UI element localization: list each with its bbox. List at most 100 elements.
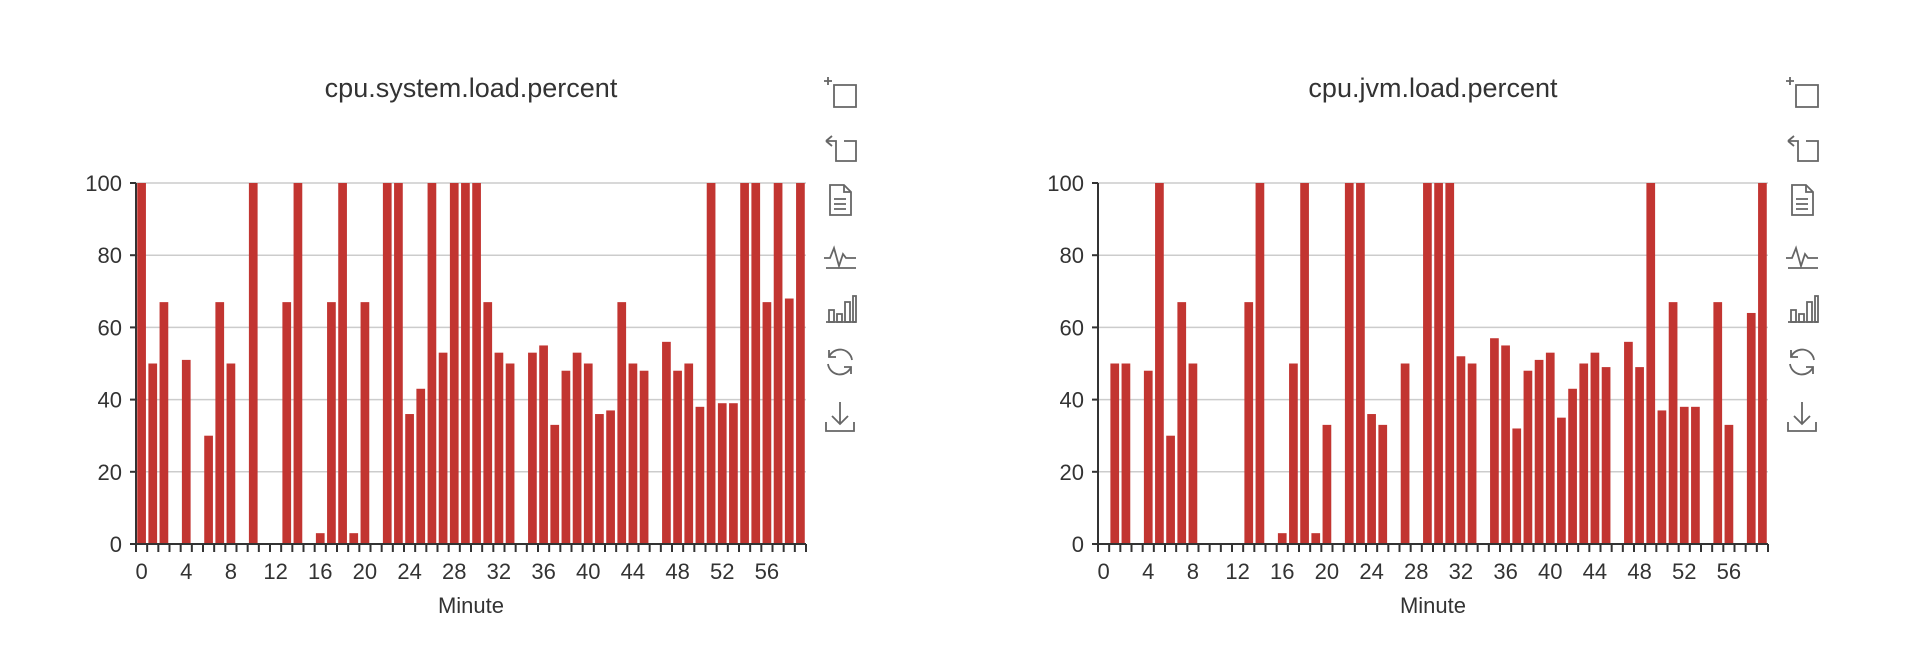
bar[interactable] [1121,363,1131,545]
bar[interactable] [1289,363,1298,545]
bar[interactable] [628,363,638,545]
bar[interactable] [1758,183,1767,544]
bar[interactable] [1110,363,1120,545]
bar[interactable] [550,424,560,544]
bar[interactable] [1624,341,1633,544]
bar[interactable] [226,363,236,545]
bar[interactable] [315,533,325,544]
save-image-icon[interactable] [1784,398,1820,434]
bar[interactable] [528,352,537,544]
bar[interactable] [1601,367,1611,544]
bar[interactable] [449,183,459,544]
restore-icon[interactable] [1784,344,1820,380]
zoom-reset-icon[interactable] [822,128,858,164]
bar[interactable] [639,370,649,544]
bar[interactable] [1143,370,1153,544]
bar[interactable] [751,183,761,544]
bar[interactable] [215,302,225,544]
bar[interactable] [293,183,303,544]
bar[interactable] [684,363,694,545]
bar[interactable] [1590,352,1600,544]
line-chart-icon[interactable] [822,236,858,272]
bar[interactable] [1445,183,1455,544]
bar[interactable] [1356,183,1365,544]
zoom-icon[interactable] [1784,74,1820,110]
data-view-icon[interactable] [1784,182,1820,218]
bar[interactable] [1244,302,1254,544]
bar[interactable] [505,363,515,545]
bar[interactable] [1646,183,1656,544]
bar[interactable] [539,345,548,544]
bar[interactable] [572,352,582,544]
bar[interactable] [159,302,169,544]
bar[interactable] [327,302,336,544]
bar[interactable] [1434,183,1443,544]
bar[interactable] [181,359,191,544]
bar[interactable] [1367,414,1376,544]
bar[interactable] [1300,183,1309,544]
zoom-icon[interactable] [822,74,858,110]
restore-icon[interactable] [822,344,858,380]
bar[interactable] [338,183,347,544]
bar[interactable] [662,341,671,544]
bar[interactable] [438,352,448,544]
bar[interactable] [1724,424,1734,544]
bar[interactable] [1378,424,1388,544]
bar[interactable] [282,302,292,544]
bar[interactable] [796,183,805,544]
bar[interactable] [1344,183,1354,544]
bar[interactable] [360,302,370,544]
line-chart-icon[interactable] [1784,236,1820,272]
bar[interactable] [394,183,403,544]
bar[interactable] [1657,410,1667,544]
bar[interactable] [416,388,426,544]
bar[interactable] [1188,363,1198,545]
data-view-icon[interactable] [822,182,858,218]
bar[interactable] [595,414,604,544]
bar[interactable] [1501,345,1510,544]
bar[interactable] [1579,363,1589,545]
bar[interactable] [695,406,705,544]
bar[interactable] [617,302,627,544]
bar[interactable] [673,370,682,544]
bar[interactable] [148,363,158,545]
bar[interactable] [405,414,414,544]
bar[interactable] [1177,302,1187,544]
bar[interactable] [784,298,794,544]
bar[interactable] [1713,302,1723,544]
bar[interactable] [427,183,437,544]
bar[interactable] [561,370,571,544]
bar-chart-icon[interactable] [1784,290,1820,326]
bar[interactable] [1155,183,1164,544]
bar[interactable] [1490,338,1499,544]
bar[interactable] [773,183,783,544]
bar[interactable] [729,403,738,544]
bar[interactable] [1534,359,1544,544]
bar[interactable] [706,183,716,544]
bar[interactable] [1512,428,1522,544]
bar[interactable] [740,183,749,544]
bar[interactable] [137,183,146,544]
bar[interactable] [1545,352,1555,544]
bar[interactable] [1277,533,1287,544]
bar[interactable] [349,533,359,544]
bar[interactable] [1456,356,1466,544]
bar[interactable] [1557,417,1566,544]
bar-chart-icon[interactable] [822,290,858,326]
bar[interactable] [1166,435,1175,544]
bar[interactable] [717,403,727,544]
bar[interactable] [1691,406,1700,544]
bar[interactable] [1635,367,1644,544]
bar[interactable] [1467,363,1477,545]
bar[interactable] [483,302,493,544]
bar[interactable] [461,183,470,544]
bar[interactable] [1668,302,1678,544]
bar[interactable] [762,302,772,544]
bar[interactable] [1679,406,1689,544]
zoom-reset-icon[interactable] [1784,128,1820,164]
bar[interactable] [583,363,593,545]
bar[interactable] [1311,533,1321,544]
bar[interactable] [1423,183,1432,544]
bar[interactable] [1322,424,1332,544]
save-image-icon[interactable] [822,398,858,434]
